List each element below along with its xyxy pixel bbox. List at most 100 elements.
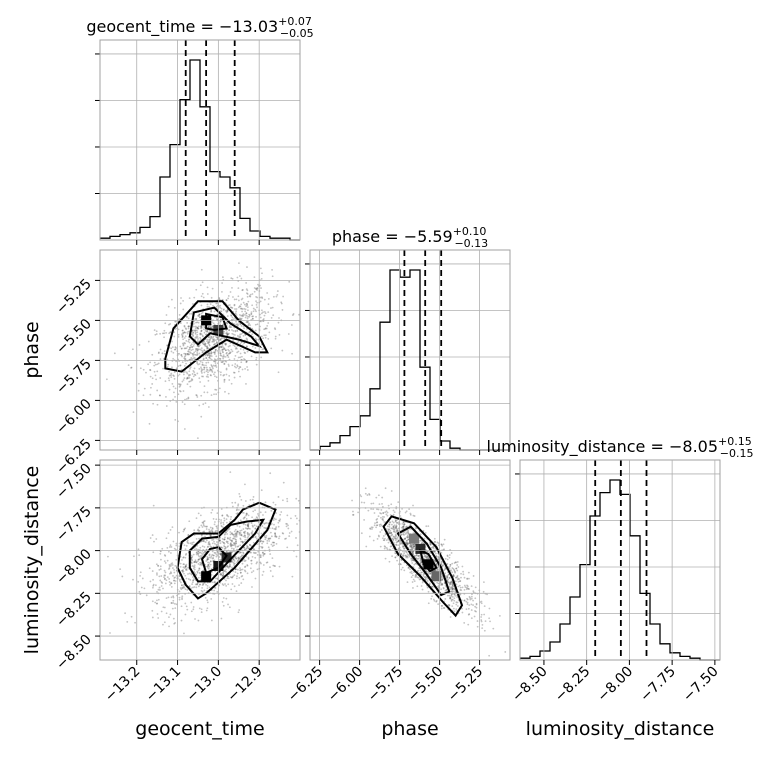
sample-point: [273, 523, 275, 526]
sample-point: [213, 523, 216, 526]
sample-point: [175, 574, 178, 577]
sample-point: [219, 352, 222, 354]
sample-point: [246, 564, 249, 567]
sample-point: [468, 588, 470, 590]
sample-point: [250, 312, 253, 315]
sample-point: [392, 521, 395, 524]
sample-point: [442, 607, 445, 609]
sample-point: [386, 511, 389, 514]
sample-point: [261, 525, 264, 527]
sample-point: [157, 588, 160, 591]
sample-point: [264, 511, 267, 513]
sample-point: [195, 552, 198, 554]
sample-point: [448, 582, 451, 585]
sample-point: [240, 498, 243, 501]
sample-point: [182, 299, 184, 302]
sample-point: [437, 565, 440, 568]
sample-point: [486, 593, 488, 596]
sample-point: [439, 581, 442, 584]
sample-point: [245, 337, 248, 340]
sample-point: [413, 571, 415, 574]
sample-point: [427, 602, 430, 605]
sample-point: [232, 561, 235, 564]
sample-point: [238, 557, 241, 560]
hist-panel-luminosity_distance: luminosity_distance = −8.05+0.15 −0.15: [487, 435, 753, 661]
sample-point: [206, 354, 209, 357]
sample-point: [408, 566, 410, 569]
sample-point: [201, 351, 204, 354]
sample-point: [175, 548, 177, 551]
sample-point: [406, 581, 409, 584]
sample-point: [199, 325, 202, 328]
sample-point: [209, 352, 212, 355]
sample-point: [170, 602, 173, 604]
sample-point: [185, 398, 188, 400]
sample-point: [142, 394, 145, 397]
sample-point: [178, 598, 181, 601]
sample-point: [449, 597, 451, 600]
sample-point: [228, 332, 230, 335]
sample-point: [151, 570, 154, 572]
sample-point: [465, 600, 468, 603]
sample-point: [303, 525, 305, 527]
sample-point: [238, 366, 241, 368]
sample-point: [226, 332, 228, 335]
sample-point: [230, 515, 232, 518]
sample-point: [406, 535, 409, 538]
sample-point: [263, 526, 266, 529]
sample-point: [255, 303, 258, 306]
sample-point: [456, 601, 459, 604]
sample-point: [247, 527, 250, 530]
sample-point: [210, 355, 213, 358]
sample-point: [241, 568, 244, 571]
sample-point: [241, 314, 244, 317]
sample-point: [389, 521, 392, 524]
sample-point: [212, 304, 214, 307]
sample-point: [219, 320, 222, 323]
sample-point: [182, 343, 185, 346]
sample-point: [189, 344, 192, 347]
sample-point: [150, 386, 152, 389]
sample-point: [206, 587, 209, 590]
sample-point: [207, 541, 210, 544]
sample-point: [193, 356, 196, 359]
sample-point: [196, 347, 198, 350]
sample-point: [233, 533, 236, 536]
sample-point: [240, 554, 243, 557]
sample-point: [453, 562, 456, 564]
sample-point: [198, 352, 201, 355]
sample-point: [178, 389, 181, 392]
sample-point: [241, 310, 243, 313]
sample-point: [225, 540, 228, 543]
sample-point: [163, 350, 166, 352]
sample-point: [449, 597, 452, 599]
sample-point: [219, 338, 222, 341]
sample-point: [244, 538, 247, 541]
sample-point: [456, 596, 459, 599]
sample-point: [243, 569, 246, 572]
sample-point: [410, 546, 413, 548]
sample-point: [213, 339, 216, 342]
sample-point: [252, 502, 255, 504]
sample-point: [464, 586, 467, 588]
sample-point: [203, 349, 206, 351]
sample-point: [200, 611, 203, 614]
sample-point: [221, 282, 224, 284]
sample-point: [190, 358, 192, 361]
contour-level-2: [188, 306, 263, 348]
sample-point: [271, 269, 273, 271]
sample-point: [244, 367, 246, 370]
sample-point: [211, 509, 214, 511]
sample-point: [194, 353, 197, 356]
sample-point: [199, 327, 202, 330]
contour-level-2: [396, 525, 451, 597]
sample-point: [401, 507, 403, 510]
sample-point: [456, 561, 459, 563]
sample-point: [184, 358, 186, 361]
sample-point: [285, 525, 288, 528]
sample-point: [280, 301, 283, 304]
sample-point: [425, 556, 428, 559]
sample-point: [149, 537, 152, 539]
sample-point: [242, 504, 245, 507]
sample-point: [196, 331, 199, 334]
